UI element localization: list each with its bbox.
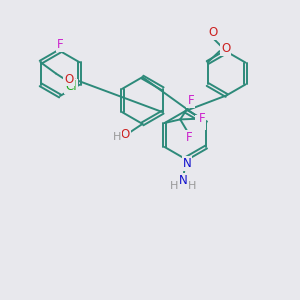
Text: N: N <box>179 174 188 187</box>
Text: O: O <box>64 73 74 85</box>
Text: O: O <box>121 128 130 141</box>
Text: N: N <box>182 157 191 170</box>
Text: F: F <box>57 38 63 51</box>
Text: F: F <box>188 94 194 107</box>
Text: Cl: Cl <box>65 80 77 93</box>
Text: H: H <box>188 181 196 191</box>
Text: F: F <box>186 131 193 144</box>
Text: H: H <box>113 131 121 142</box>
Text: O: O <box>221 42 230 55</box>
Text: O: O <box>209 26 218 39</box>
Text: N: N <box>196 116 205 129</box>
Text: F: F <box>199 112 206 125</box>
Text: H: H <box>170 181 178 191</box>
